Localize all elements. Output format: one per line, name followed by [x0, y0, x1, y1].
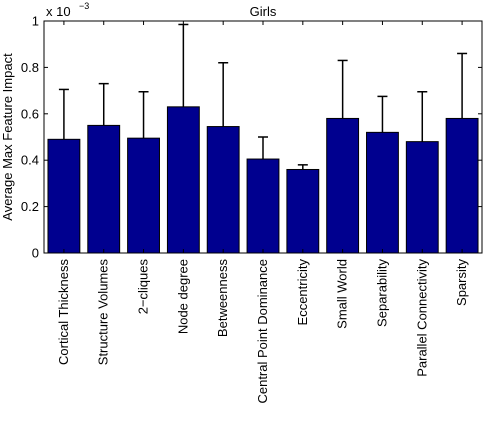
x-tick-label: Eccentricity	[295, 259, 310, 326]
x-tick-label: Cortical Thickness	[56, 259, 71, 365]
y-tick-label: 0.6	[21, 106, 39, 121]
bar	[445, 117, 479, 254]
bar	[166, 106, 200, 254]
bar	[47, 138, 81, 254]
error-bars-layer	[58, 23, 468, 170]
y-tick-label: 0.4	[21, 153, 39, 168]
x-tick-label: Betweenness	[215, 259, 230, 338]
y-axis-exponent-base: x 10	[46, 4, 71, 19]
y-tick-label: 0	[32, 246, 39, 261]
bars-layer	[47, 106, 479, 254]
bar	[127, 137, 160, 254]
y-tick-label: 0.2	[21, 199, 39, 214]
x-tick-label: Parallel Connectivity	[414, 259, 429, 377]
x-tick-label: Separability	[374, 259, 389, 327]
x-tick-labels-layer: Cortical Thickness Structure Volumes 2−cli…	[56, 259, 469, 404]
bar	[366, 131, 399, 254]
x-tick-label: Sparsity	[454, 259, 469, 306]
x-tick-label: Central Point Dominance	[255, 259, 270, 404]
y-ticks-layer: 0 0.2 0.4 0.6 0.8 1	[21, 14, 482, 261]
bar	[326, 117, 360, 254]
bar	[87, 124, 121, 254]
y-axis-label: Average Max Feature Impact	[0, 53, 15, 221]
x-tick-label: 2−cliques	[136, 259, 151, 315]
bar	[206, 126, 240, 254]
y-tick-label: 0.8	[21, 60, 39, 75]
x-tick-label: Structure Volumes	[96, 259, 111, 366]
y-tick-label: 1	[32, 14, 39, 29]
x-ticks-layer	[63, 21, 463, 253]
bar	[246, 158, 280, 254]
bar	[405, 141, 439, 254]
bar	[286, 168, 320, 254]
y-axis-exponent-power: −3	[79, 1, 89, 11]
chart-title: Girls	[250, 4, 277, 19]
x-tick-label: Node degree	[175, 259, 190, 334]
x-tick-label: Small World	[335, 259, 350, 329]
